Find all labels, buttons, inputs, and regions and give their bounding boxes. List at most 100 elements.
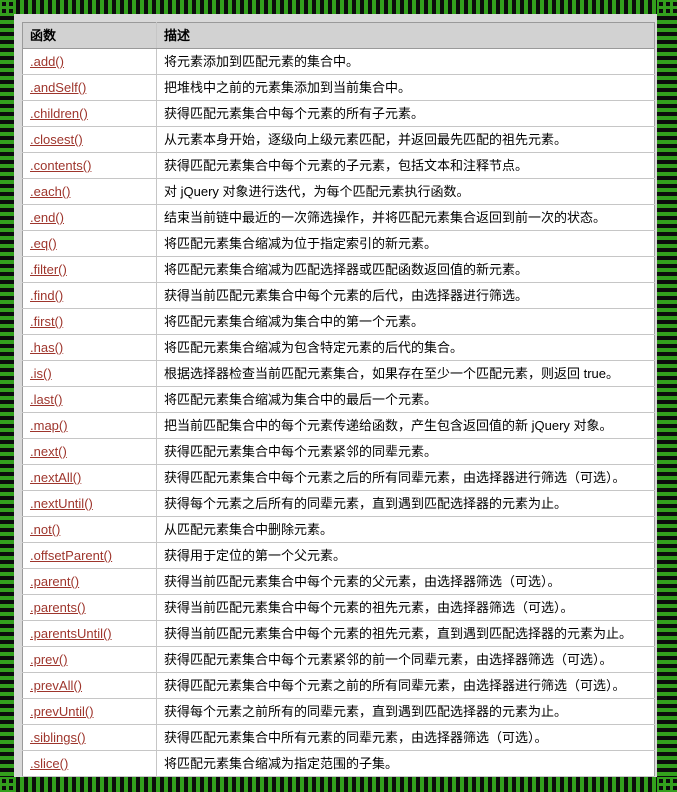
function-cell: .siblings() — [22, 724, 157, 751]
function-cell: .eq() — [22, 230, 157, 257]
function-cell: .nextAll() — [22, 464, 157, 491]
function-link[interactable]: .prev() — [30, 652, 68, 667]
function-link[interactable]: .is() — [30, 366, 52, 381]
header-description: 描述 — [156, 22, 655, 49]
table-header: 函数 描述 — [22, 22, 655, 49]
table-row: .prevAll() 获得匹配元素集合中每个元素之前的所有同辈元素，由选择器进行筛… — [22, 672, 655, 699]
function-link[interactable]: .last() — [30, 392, 63, 407]
table-row: .children() 获得匹配元素集合中每个元素的所有子元素。 — [22, 100, 655, 127]
description-cell: 将元素添加到匹配元素的集合中。 — [156, 48, 655, 75]
function-link[interactable]: .nextAll() — [30, 470, 82, 485]
function-cell: .children() — [22, 100, 157, 127]
function-link[interactable]: .offsetParent() — [30, 548, 113, 563]
function-link[interactable]: .slice() — [30, 756, 69, 771]
function-cell: .prevAll() — [22, 672, 157, 699]
function-link[interactable]: .filter() — [30, 262, 67, 277]
function-link[interactable]: .each() — [30, 184, 71, 199]
description-cell: 获得每个元素之后所有的同辈元素，直到遇到匹配选择器的元素为止。 — [156, 490, 655, 517]
table-row: .first() 将匹配元素集合缩减为集合中的第一个元素。 — [22, 308, 655, 335]
function-cell: .end() — [22, 204, 157, 231]
table-row: .end() 结束当前链中最近的一次筛选操作，并将匹配元素集合返回到前一次的状态。 — [22, 204, 655, 231]
description-cell: 获得每个元素之前所有的同辈元素，直到遇到匹配选择器的元素为止。 — [156, 698, 655, 725]
function-cell: .next() — [22, 438, 157, 465]
function-link[interactable]: .next() — [30, 444, 67, 459]
header-row: 函数 描述 — [22, 22, 655, 49]
function-cell: .is() — [22, 360, 157, 387]
description-cell: 将匹配元素集合缩减为指定范围的子集。 — [156, 750, 655, 777]
function-link[interactable]: .prevUntil() — [30, 704, 94, 719]
table-row: .find() 获得当前匹配元素集合中每个元素的后代，由选择器进行筛选。 — [22, 282, 655, 309]
table-row: .is() 根据选择器检查当前匹配元素集合，如果存在至少一个匹配元素，则返回 tr… — [22, 360, 655, 387]
function-link[interactable]: .end() — [30, 210, 64, 225]
description-cell: 从匹配元素集合中删除元素。 — [156, 516, 655, 543]
table-row: .contents() 获得匹配元素集合中每个元素的子元素，包括文本和注释节点。 — [22, 152, 655, 179]
function-link[interactable]: .eq() — [30, 236, 57, 251]
function-link[interactable]: .parentsUntil() — [30, 626, 112, 641]
function-link[interactable]: .nextUntil() — [30, 496, 93, 511]
description-cell: 将匹配元素集合缩减为匹配选择器或匹配函数返回值的新元素。 — [156, 256, 655, 283]
description-cell: 把堆栈中之前的元素集添加到当前集合中。 — [156, 74, 655, 101]
function-cell: .contents() — [22, 152, 157, 179]
function-link[interactable]: .map() — [30, 418, 68, 433]
frame-edge-bottom — [0, 777, 677, 792]
description-cell: 对 jQuery 对象进行迭代，为每个匹配元素执行函数。 — [156, 178, 655, 205]
function-cell: .map() — [22, 412, 157, 439]
description-cell: 将匹配元素集合缩减为集合中的最后一个元素。 — [156, 386, 655, 413]
description-cell: 获得当前匹配元素集合中每个元素的祖先元素，直到遇到匹配选择器的元素为止。 — [156, 620, 655, 647]
function-cell: .each() — [22, 178, 157, 205]
frame-corner-bottom-left — [0, 777, 14, 792]
description-cell: 获得匹配元素集合中每个元素的所有子元素。 — [156, 100, 655, 127]
function-link[interactable]: .children() — [30, 106, 88, 121]
table-row: .offsetParent() 获得用于定位的第一个父元素。 — [22, 542, 655, 569]
table-row: .parent() 获得当前匹配元素集合中每个元素的父元素，由选择器筛选（可选）。 — [22, 568, 655, 595]
function-link[interactable]: .andSelf() — [30, 80, 87, 95]
function-cell: .filter() — [22, 256, 157, 283]
table-row: .filter() 将匹配元素集合缩减为匹配选择器或匹配函数返回值的新元素。 — [22, 256, 655, 283]
function-link[interactable]: .find() — [30, 288, 64, 303]
function-cell: .nextUntil() — [22, 490, 157, 517]
function-link[interactable]: .siblings() — [30, 730, 86, 745]
function-link[interactable]: .not() — [30, 522, 61, 537]
table-row: .prevUntil() 获得每个元素之前所有的同辈元素，直到遇到匹配选择器的元素… — [22, 698, 655, 725]
function-link[interactable]: .closest() — [30, 132, 83, 147]
description-cell: 获得匹配元素集合中每个元素之后的所有同辈元素，由选择器进行筛选（可选）。 — [156, 464, 655, 491]
function-link[interactable]: .parents() — [30, 600, 86, 615]
function-link[interactable]: .first() — [30, 314, 64, 329]
jquery-traversing-table: 函数 描述 .add() 将元素添加到匹配元素的集合中。 .andSelf() 把堆栈… — [22, 22, 655, 777]
function-link[interactable]: .contents() — [30, 158, 92, 173]
function-cell: .has() — [22, 334, 157, 361]
frame-corner-top-right — [657, 0, 677, 14]
function-cell: .add() — [22, 48, 157, 75]
table-row: .each() 对 jQuery 对象进行迭代，为每个匹配元素执行函数。 — [22, 178, 655, 205]
table-row: .siblings() 获得匹配元素集合中所有元素的同辈元素，由选择器筛选（可选）… — [22, 724, 655, 751]
table-row: .parents() 获得当前匹配元素集合中每个元素的祖先元素，由选择器筛选（可选… — [22, 594, 655, 621]
function-link[interactable]: .parent() — [30, 574, 80, 589]
table-row: .nextUntil() 获得每个元素之后所有的同辈元素，直到遇到匹配选择器的元素… — [22, 490, 655, 517]
description-cell: 把当前匹配集合中的每个元素传递给函数，产生包含返回值的新 jQuery 对象。 — [156, 412, 655, 439]
description-cell: 将匹配元素集合缩减为包含特定元素的后代的集合。 — [156, 334, 655, 361]
table-row: .add() 将元素添加到匹配元素的集合中。 — [22, 48, 655, 75]
frame-edge-top — [0, 0, 677, 14]
function-cell: .parentsUntil() — [22, 620, 157, 647]
function-cell: .parents() — [22, 594, 157, 621]
table-row: .nextAll() 获得匹配元素集合中每个元素之后的所有同辈元素，由选择器进行筛… — [22, 464, 655, 491]
description-cell: 结束当前链中最近的一次筛选操作，并将匹配元素集合返回到前一次的状态。 — [156, 204, 655, 231]
description-cell: 获得当前匹配元素集合中每个元素的父元素，由选择器筛选（可选）。 — [156, 568, 655, 595]
function-cell: .first() — [22, 308, 157, 335]
function-link[interactable]: .prevAll() — [30, 678, 83, 693]
description-cell: 从元素本身开始，逐级向上级元素匹配，并返回最先匹配的祖先元素。 — [156, 126, 655, 153]
description-cell: 获得匹配元素集合中所有元素的同辈元素，由选择器筛选（可选）。 — [156, 724, 655, 751]
table-row: .has() 将匹配元素集合缩减为包含特定元素的后代的集合。 — [22, 334, 655, 361]
table-row: .prev() 获得匹配元素集合中每个元素紧邻的前一个同辈元素，由选择器筛选（可选… — [22, 646, 655, 673]
table-row: .next() 获得匹配元素集合中每个元素紧邻的同辈元素。 — [22, 438, 655, 465]
description-cell: 获得当前匹配元素集合中每个元素的后代，由选择器进行筛选。 — [156, 282, 655, 309]
header-function: 函数 — [22, 22, 157, 49]
frame-edge-right — [657, 0, 677, 792]
function-link[interactable]: .add() — [30, 54, 64, 69]
table-row: .map() 把当前匹配集合中的每个元素传递给函数，产生包含返回值的新 jQuer… — [22, 412, 655, 439]
frame-edge-left — [0, 0, 14, 792]
description-cell: 获得匹配元素集合中每个元素的子元素，包括文本和注释节点。 — [156, 152, 655, 179]
table-row: .slice() 将匹配元素集合缩减为指定范围的子集。 — [22, 750, 655, 777]
table-body: .add() 将元素添加到匹配元素的集合中。 .andSelf() 把堆栈中之前的元素… — [22, 48, 655, 777]
function-link[interactable]: .has() — [30, 340, 64, 355]
